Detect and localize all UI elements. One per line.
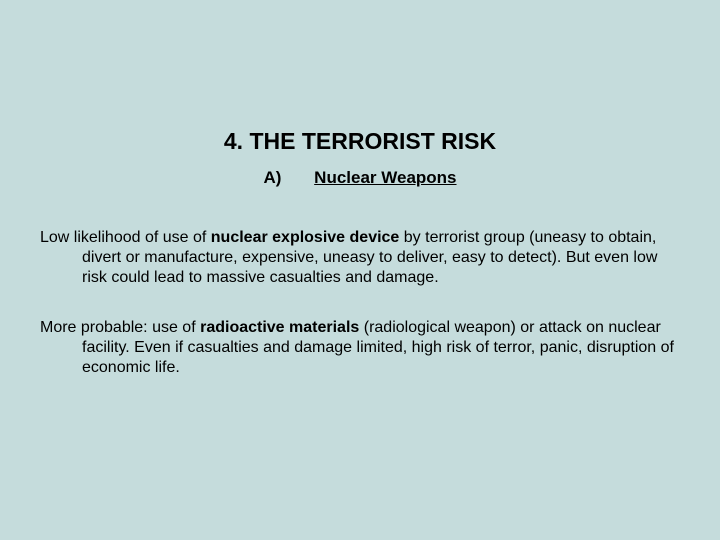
paragraph-1-text: Low likelihood of use of nuclear explosi… [40,228,680,288]
paragraph-2-text: More probable: use of radioactive materi… [40,318,680,378]
subtitle-label: Nuclear Weapons [314,168,456,188]
para1-bold: nuclear explosive device [211,229,400,246]
para1-lead: Low likelihood of use of [40,229,211,246]
para2-bold: radioactive materials [200,319,359,336]
para2-lead: More probable: use of [40,319,200,336]
subtitle-letter: A) [263,168,281,188]
slide: 4. THE TERRORIST RISK A) Nuclear Weapons… [0,0,720,540]
slide-subtitle: A) Nuclear Weapons [0,168,720,188]
paragraph-2: More probable: use of radioactive materi… [40,318,680,378]
paragraph-1: Low likelihood of use of nuclear explosi… [40,228,680,288]
slide-title: 4. THE TERRORIST RISK [0,128,720,155]
